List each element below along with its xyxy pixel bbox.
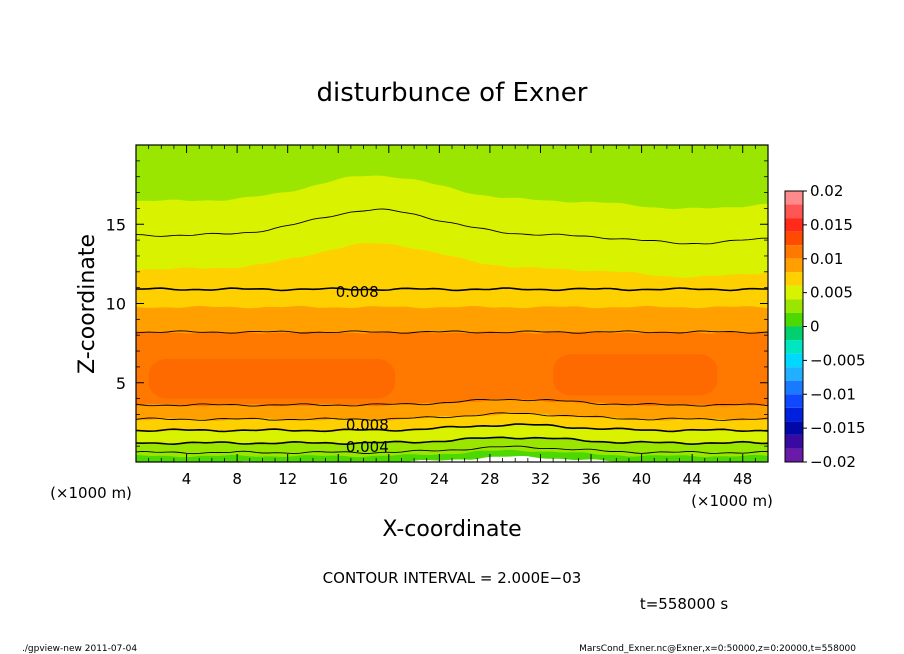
colorbar-tick-label: 0.01 <box>810 250 843 268</box>
colorbar-tick-label: −0.02 <box>810 453 856 471</box>
contour-label: 0.008 <box>336 283 379 301</box>
colorbar-tick-label: −0.01 <box>810 385 856 403</box>
colorbar-segment <box>785 299 803 313</box>
x-tick-label: 16 <box>329 470 348 488</box>
footer-left: ./gpview-new 2011-07-04 <box>22 644 137 654</box>
contour-line <box>135 445 769 455</box>
x-tick-label: 24 <box>430 470 449 488</box>
colorbar-segment <box>785 353 803 368</box>
x-tick-label: 36 <box>581 470 600 488</box>
colorbar <box>784 190 804 463</box>
x-tick-label: 44 <box>683 470 702 488</box>
contour-interval-note: CONTOUR INTERVAL = 2.000E−03 <box>323 569 582 587</box>
contour-labels: 0.008 0.008 0.004 <box>336 283 389 456</box>
y-tick-label: 5 <box>116 374 126 393</box>
colorbar-tick-label: 0.005 <box>810 284 853 302</box>
colorbar-segment <box>785 191 803 205</box>
colorbar-segment <box>785 367 803 381</box>
colorbar-segment <box>785 380 803 395</box>
x-tick-label: 40 <box>632 470 651 488</box>
colorbar-segment <box>785 218 803 232</box>
colorbar-segment <box>785 231 803 246</box>
x-tick-label: 48 <box>733 470 752 488</box>
colorbar-segment <box>785 421 803 435</box>
colorbar-segment <box>785 434 803 449</box>
contour-band <box>135 304 769 334</box>
x-axis-label: X-coordinate <box>382 517 521 542</box>
contour-bands <box>135 144 769 463</box>
colorbar-segment <box>785 204 803 219</box>
contour-line <box>135 436 769 446</box>
colorbar-segment <box>785 326 803 341</box>
colorbar-segment <box>785 245 803 259</box>
contour-line <box>135 398 769 407</box>
colorbar-segment <box>785 312 803 327</box>
contour-maxima <box>148 354 718 399</box>
colorbar-ticks: 0.02 0.015 0.01 0.005 0 −0.005 −0.01 −0.015 −0.0… <box>803 182 866 471</box>
x-tick-label: 28 <box>480 470 499 488</box>
maximum-region <box>148 358 396 399</box>
footer-right: MarsCond_Exner.nc@Exner,x=0:50000,z=0:20… <box>579 644 856 654</box>
contour-line <box>135 423 769 433</box>
colorbar-segment <box>785 407 803 422</box>
y-axis-label: Z-coordinate <box>75 234 100 374</box>
colorbar-segment <box>785 448 803 462</box>
maximum-region <box>553 354 718 396</box>
colorbar-segment <box>785 258 803 273</box>
y-tick-label: 15 <box>106 215 126 234</box>
x-tick-label: 32 <box>531 470 550 488</box>
contour-line <box>135 412 769 421</box>
contour-label: 0.008 <box>346 416 389 434</box>
x-ticks: 4 8 12 16 20 24 28 32 36 40 44 48 <box>148 145 756 488</box>
y-ticks: 5 10 15 <box>106 160 768 447</box>
time-stamp: t=558000 s <box>640 595 728 613</box>
contour-line <box>135 287 769 292</box>
colorbar-tick-label: 0.015 <box>810 216 853 234</box>
colorbar-tick-label: 0.02 <box>810 182 843 200</box>
colorbar-tick-label: −0.015 <box>810 419 866 437</box>
colorbar-segment <box>785 394 803 408</box>
contour-line <box>135 208 768 245</box>
contour-line <box>135 330 769 334</box>
x-tick-label: 12 <box>278 470 297 488</box>
colorbar-segment <box>785 340 803 354</box>
colorbar-segment <box>785 285 803 300</box>
contour-lines <box>135 208 769 455</box>
chart-title: disturbunce of Exner <box>317 78 588 108</box>
colorbar-segment <box>785 272 803 286</box>
colorbar-tick-label: −0.005 <box>810 351 866 369</box>
x-tick-label: 4 <box>182 470 192 488</box>
y-tick-label: 10 <box>106 295 126 314</box>
x-tick-label: 8 <box>232 470 242 488</box>
x-tick-label: 20 <box>379 470 398 488</box>
x-unit-right: (×1000 m) <box>691 492 773 510</box>
x-unit-left: (×1000 m) <box>50 484 132 502</box>
colorbar-tick-label: 0 <box>810 318 820 336</box>
contour-label: 0.004 <box>346 438 389 456</box>
